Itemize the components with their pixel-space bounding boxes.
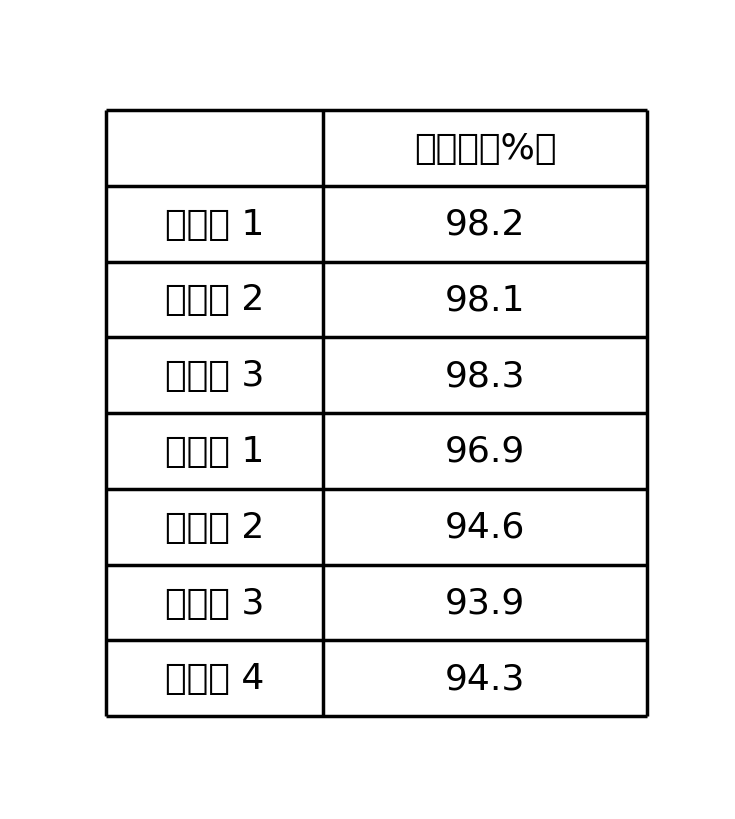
Text: 对比例 4: 对比例 4 bbox=[165, 662, 264, 695]
Text: 对比例 1: 对比例 1 bbox=[165, 434, 264, 468]
Text: 98.3: 98.3 bbox=[445, 359, 526, 393]
Text: 93.9: 93.9 bbox=[445, 586, 525, 620]
Text: 对比例 2: 对比例 2 bbox=[165, 510, 264, 544]
Text: 94.3: 94.3 bbox=[445, 662, 525, 695]
Text: 实施例 1: 实施例 1 bbox=[165, 207, 264, 242]
Text: 94.6: 94.6 bbox=[445, 510, 525, 544]
Text: 96.9: 96.9 bbox=[445, 434, 525, 468]
Text: 98.1: 98.1 bbox=[445, 283, 526, 317]
Text: 98.2: 98.2 bbox=[445, 207, 526, 242]
Text: 保持率（%）: 保持率（%） bbox=[414, 132, 556, 165]
Text: 实施例 2: 实施例 2 bbox=[165, 283, 264, 317]
Text: 实施例 3: 实施例 3 bbox=[165, 359, 264, 393]
Text: 对比例 3: 对比例 3 bbox=[165, 586, 264, 620]
